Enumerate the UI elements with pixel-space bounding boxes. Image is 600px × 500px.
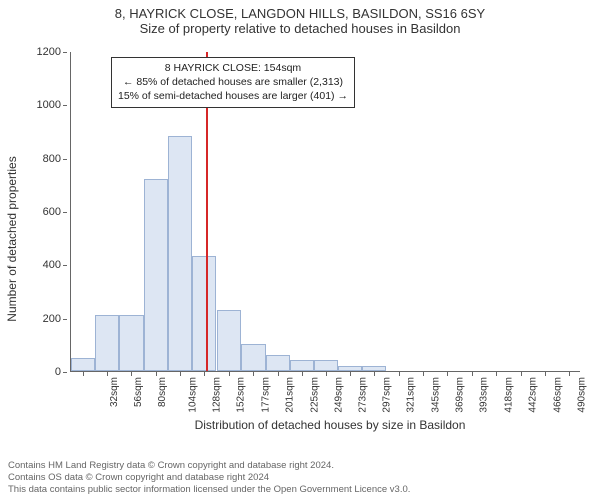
x-tick-label: 201sqm — [285, 377, 296, 413]
x-tick-label: 297sqm — [382, 377, 393, 413]
histogram-bar — [217, 310, 241, 371]
x-tick-label: 152sqm — [236, 377, 247, 413]
x-tick-label: 104sqm — [187, 377, 198, 413]
x-tick-label: 177sqm — [261, 377, 272, 413]
x-tick — [423, 372, 424, 376]
y-tick-label: 1000 — [37, 99, 61, 111]
y-tick — [63, 159, 67, 160]
y-tick-label: 800 — [43, 153, 61, 165]
x-tick-label: 249sqm — [333, 377, 344, 413]
x-tick — [229, 372, 230, 376]
x-tick-label: 345sqm — [430, 377, 441, 413]
x-tick — [326, 372, 327, 376]
x-tick-label: 466sqm — [552, 377, 563, 413]
chart-area: Number of detached properties 0200400600… — [0, 44, 600, 434]
histogram-bar — [95, 315, 119, 371]
x-tick-label: 393sqm — [479, 377, 490, 413]
y-tick — [63, 265, 67, 266]
plot-region: 02004006008001000120032sqm56sqm80sqm104s… — [70, 52, 580, 372]
x-tick-label: 225sqm — [309, 377, 320, 413]
x-tick — [447, 372, 448, 376]
x-tick — [569, 372, 570, 376]
annotation-line-1: 8 HAYRICK CLOSE: 154sqm — [118, 61, 348, 75]
footer-line-3: This data contains public sector informa… — [8, 484, 410, 496]
x-tick — [350, 372, 351, 376]
annotation-line-3: 15% of semi-detached houses are larger (… — [118, 89, 348, 103]
y-tick — [63, 52, 67, 53]
histogram-bar — [362, 366, 386, 371]
histogram-bar — [192, 256, 216, 371]
x-tick — [472, 372, 473, 376]
footer-attribution: Contains HM Land Registry data © Crown c… — [8, 460, 410, 496]
x-tick — [131, 372, 132, 376]
y-tick-label: 0 — [55, 366, 61, 378]
y-axis-label: Number of detached properties — [5, 156, 19, 321]
histogram-bar — [119, 315, 143, 371]
annotation-box: 8 HAYRICK CLOSE: 154sqm ← 85% of detache… — [111, 57, 355, 108]
annotation-line-2: ← 85% of detached houses are smaller (2,… — [118, 75, 348, 89]
y-tick-label: 400 — [43, 259, 61, 271]
y-tick-label: 600 — [43, 206, 61, 218]
x-tick — [521, 372, 522, 376]
y-tick-label: 1200 — [37, 46, 61, 58]
x-tick-label: 56sqm — [133, 377, 144, 407]
x-tick — [278, 372, 279, 376]
y-tick-label: 200 — [43, 313, 61, 325]
x-tick — [374, 372, 375, 376]
x-tick — [156, 372, 157, 376]
x-tick-label: 128sqm — [211, 377, 222, 413]
y-tick — [63, 212, 67, 213]
histogram-bar — [241, 344, 265, 371]
histogram-bar — [266, 355, 290, 371]
x-tick — [107, 372, 108, 376]
x-tick-label: 442sqm — [528, 377, 539, 413]
x-tick — [399, 372, 400, 376]
x-tick — [83, 372, 84, 376]
x-axis-label: Distribution of detached houses by size … — [70, 418, 590, 432]
page-subtitle: Size of property relative to detached ho… — [0, 21, 600, 36]
x-tick-label: 490sqm — [576, 377, 587, 413]
x-tick-label: 369sqm — [454, 377, 465, 413]
y-tick — [63, 319, 67, 320]
histogram-bar — [338, 366, 362, 371]
x-tick-label: 32sqm — [109, 377, 120, 407]
histogram-bar — [71, 358, 95, 371]
x-tick — [253, 372, 254, 376]
histogram-bar — [290, 360, 314, 371]
y-tick — [63, 105, 67, 106]
x-tick-label: 273sqm — [358, 377, 369, 413]
x-tick — [496, 372, 497, 376]
x-tick — [302, 372, 303, 376]
page-title: 8, HAYRICK CLOSE, LANGDON HILLS, BASILDO… — [0, 0, 600, 21]
footer-line-1: Contains HM Land Registry data © Crown c… — [8, 460, 410, 472]
footer-line-2: Contains OS data © Crown copyright and d… — [8, 472, 410, 484]
histogram-bar — [314, 360, 338, 371]
histogram-bar — [144, 179, 168, 371]
x-tick — [204, 372, 205, 376]
x-tick-label: 321sqm — [406, 377, 417, 413]
x-tick — [545, 372, 546, 376]
x-tick-label: 80sqm — [157, 377, 168, 407]
histogram-bar — [168, 136, 192, 371]
x-tick — [180, 372, 181, 376]
x-tick-label: 418sqm — [504, 377, 515, 413]
y-tick — [63, 372, 67, 373]
